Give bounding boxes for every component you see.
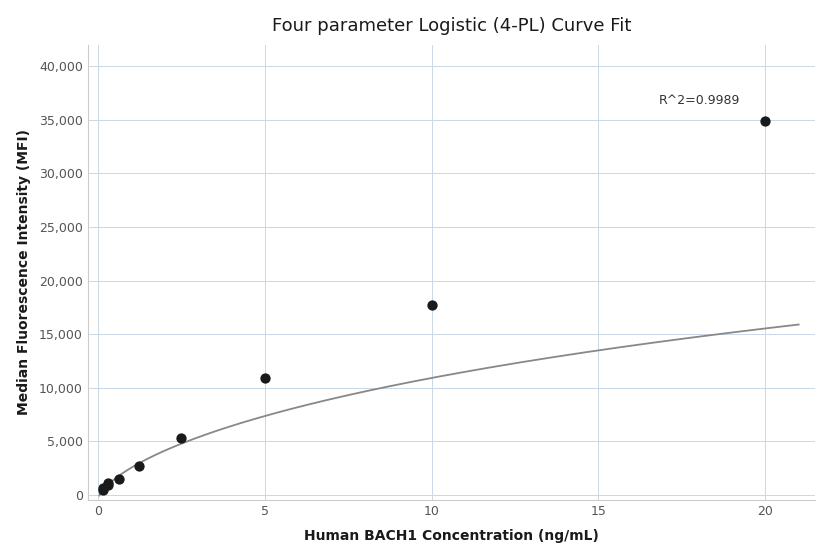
Point: [97, 483, 110, 492]
Point: [102, 479, 115, 488]
Point: [759, 116, 772, 125]
Point: [133, 461, 146, 470]
Y-axis label: Median Fluorescence Intensity (MFI): Median Fluorescence Intensity (MFI): [17, 129, 31, 416]
Point: [425, 301, 438, 310]
Point: [102, 481, 115, 490]
Point: [258, 374, 271, 382]
Point: [112, 474, 126, 483]
Point: [175, 433, 188, 442]
Text: R^2=0.9989: R^2=0.9989: [658, 94, 740, 107]
Point: [97, 486, 110, 494]
Title: Four parameter Logistic (4-PL) Curve Fit: Four parameter Logistic (4-PL) Curve Fit: [272, 17, 631, 35]
X-axis label: Human BACH1 Concentration (ng/mL): Human BACH1 Concentration (ng/mL): [305, 529, 599, 543]
